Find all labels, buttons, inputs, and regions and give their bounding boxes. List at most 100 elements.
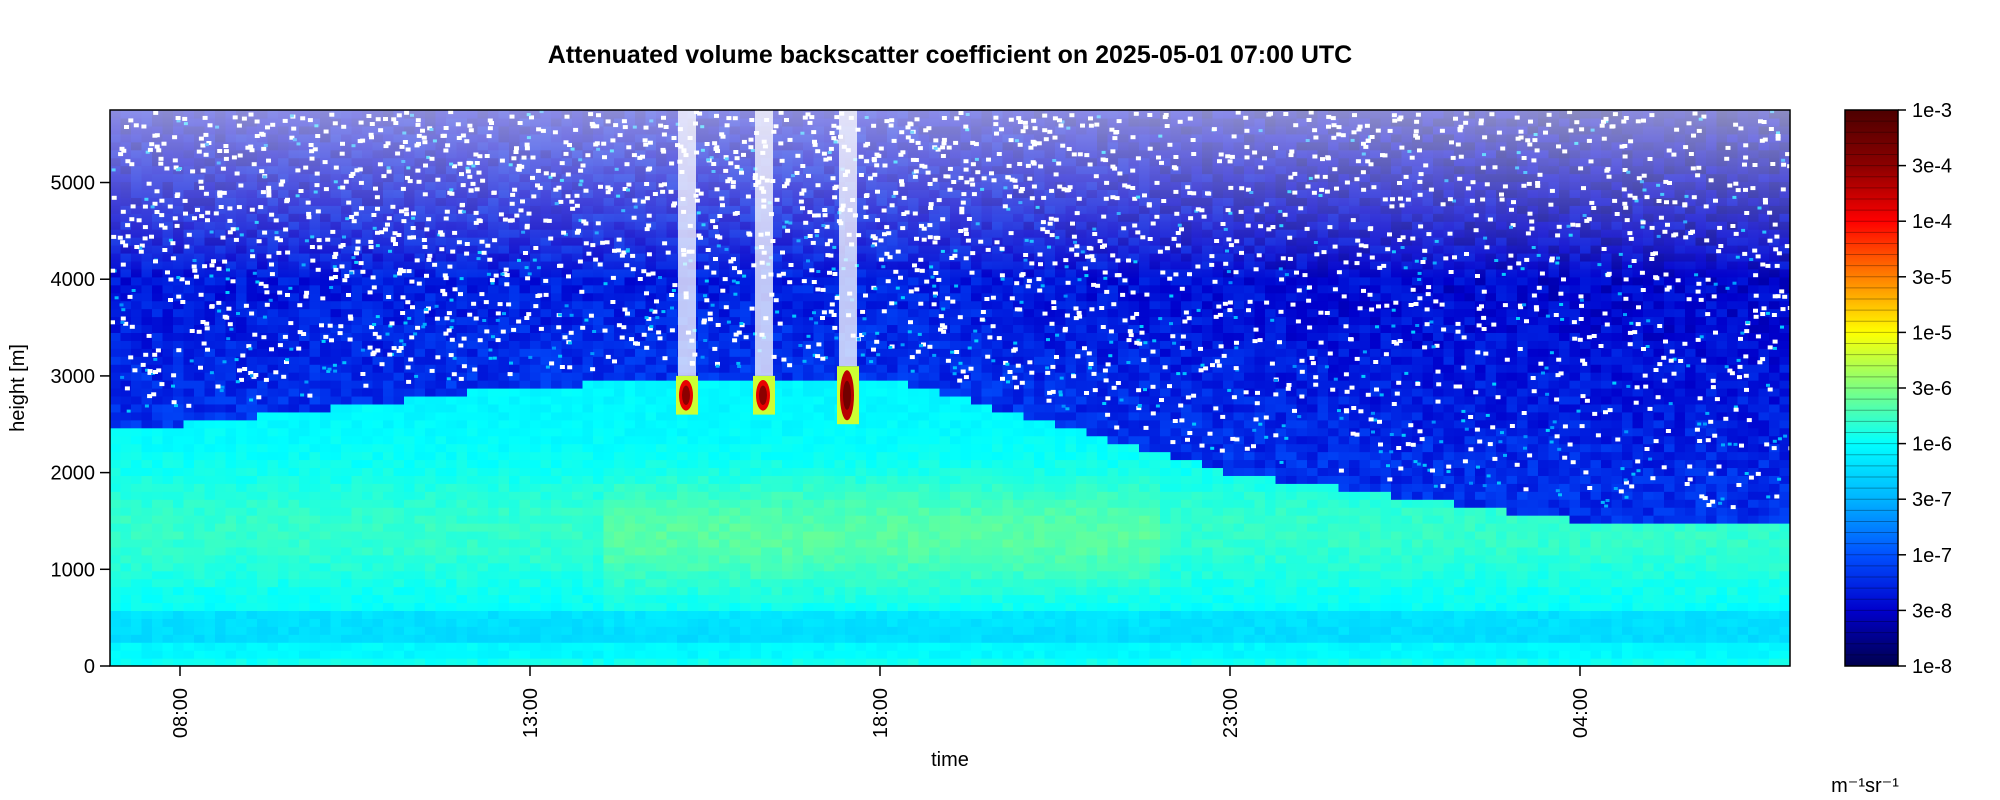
- heatmap-cell: [509, 523, 521, 532]
- heatmap-cell: [257, 395, 269, 405]
- heatmap-cell: [446, 380, 458, 389]
- heatmap-cell: [624, 284, 636, 294]
- heatmap-cell: [194, 411, 206, 421]
- heatmap-cell: [267, 483, 279, 492]
- heatmap-cell: [803, 395, 815, 405]
- heatmap-cell: [288, 594, 300, 604]
- heatmap-cell: [110, 610, 122, 619]
- heatmap-cell: [414, 499, 426, 508]
- heatmap-cell: [635, 380, 647, 389]
- heatmap-cell: [362, 467, 374, 476]
- heatmap-cell: [393, 626, 405, 635]
- heatmap-cell: [687, 451, 699, 461]
- heatmap-cell: [236, 451, 248, 461]
- heatmap-cell: [750, 538, 762, 548]
- heatmap-cell: [110, 515, 122, 524]
- heatmap-cell: [803, 324, 815, 333]
- heatmap-cell: [509, 451, 521, 461]
- heatmap-cell: [677, 554, 689, 564]
- heatmap-cell: [551, 467, 563, 476]
- heatmap-cell: [498, 292, 510, 302]
- heatmap-cell: [351, 292, 363, 302]
- heatmap-cell: [803, 419, 815, 429]
- heatmap-cell: [488, 618, 500, 627]
- heatmap-cell: [246, 348, 258, 357]
- heatmap-cell: [813, 586, 825, 596]
- heatmap-cell: [687, 570, 699, 580]
- heatmap-cell: [309, 372, 321, 381]
- heatmap-cell: [530, 380, 542, 389]
- heatmap-cell: [824, 332, 836, 341]
- heatmap-cell: [267, 634, 279, 643]
- heatmap-cell: [299, 642, 311, 651]
- heatmap-cell: [425, 578, 437, 588]
- heatmap-cell: [278, 610, 290, 619]
- heatmap-cell: [572, 411, 584, 421]
- heatmap-cell: [656, 650, 668, 659]
- heatmap-cell: [425, 594, 437, 604]
- heatmap-cell: [141, 348, 153, 357]
- heatmap-cell: [803, 308, 815, 318]
- heatmap-cell: [729, 332, 741, 341]
- heatmap-cell: [813, 562, 825, 572]
- heatmap-cell: [225, 340, 237, 349]
- heatmap-cell: [425, 507, 437, 516]
- heatmap-cell: [509, 292, 521, 302]
- heatmap-cell: [162, 419, 174, 429]
- heatmap-cell: [719, 292, 731, 302]
- heatmap-cell: [309, 395, 321, 405]
- heatmap-cell: [614, 356, 626, 365]
- heatmap-cell: [761, 610, 773, 619]
- heatmap-cell: [719, 380, 731, 389]
- heatmap-cell: [414, 364, 426, 373]
- heatmap-cell: [477, 427, 489, 437]
- heatmap-cell: [467, 388, 479, 397]
- heatmap-cell: [246, 578, 258, 588]
- heatmap-cell: [393, 570, 405, 580]
- heatmap-cell: [120, 348, 132, 357]
- heatmap-cell: [677, 491, 689, 500]
- heatmap-cell: [194, 530, 206, 540]
- heatmap-cell: [141, 658, 153, 666]
- heatmap-cell: [257, 324, 269, 333]
- heatmap-cell: [278, 380, 290, 389]
- heatmap-cell: [740, 586, 752, 596]
- heatmap-cell: [372, 411, 384, 421]
- heatmap-cell: [561, 530, 573, 540]
- heatmap-cell: [446, 388, 458, 397]
- heatmap-cell: [677, 475, 689, 484]
- heatmap-cell: [152, 435, 164, 445]
- heatmap-cell: [593, 658, 605, 666]
- heatmap-cell: [404, 626, 416, 635]
- heatmap-cell: [645, 499, 657, 508]
- heatmap-cell: [645, 284, 657, 294]
- heatmap-cell: [173, 451, 185, 461]
- heatmap-cell: [803, 411, 815, 421]
- heatmap-cell: [803, 372, 815, 381]
- heatmap-cell: [645, 642, 657, 651]
- heatmap-cell: [236, 316, 248, 326]
- heatmap-cell: [813, 610, 825, 619]
- heatmap-cell: [236, 546, 248, 556]
- heatmap-cell: [824, 515, 836, 524]
- heatmap-cell: [152, 340, 164, 349]
- heatmap-cell: [792, 523, 804, 532]
- heatmap-cell: [383, 515, 395, 524]
- heatmap-cell: [215, 658, 227, 666]
- heatmap-cell: [540, 634, 552, 643]
- heatmap-cell: [698, 618, 710, 627]
- heatmap-cell: [750, 546, 762, 556]
- heatmap-cell: [330, 610, 342, 619]
- heatmap-cell: [309, 530, 321, 540]
- heatmap-cell: [467, 403, 479, 413]
- heatmap-cell: [162, 395, 174, 405]
- heatmap-cell: [498, 530, 510, 540]
- heatmap-cell: [204, 332, 216, 341]
- heatmap-cell: [761, 642, 773, 651]
- heatmap-cell: [278, 435, 290, 445]
- heatmap-cell: [845, 642, 857, 651]
- heatmap-cell: [582, 554, 594, 564]
- heatmap-cell: [215, 300, 227, 310]
- heatmap-cell: [855, 618, 867, 627]
- heatmap-cell: [173, 308, 185, 318]
